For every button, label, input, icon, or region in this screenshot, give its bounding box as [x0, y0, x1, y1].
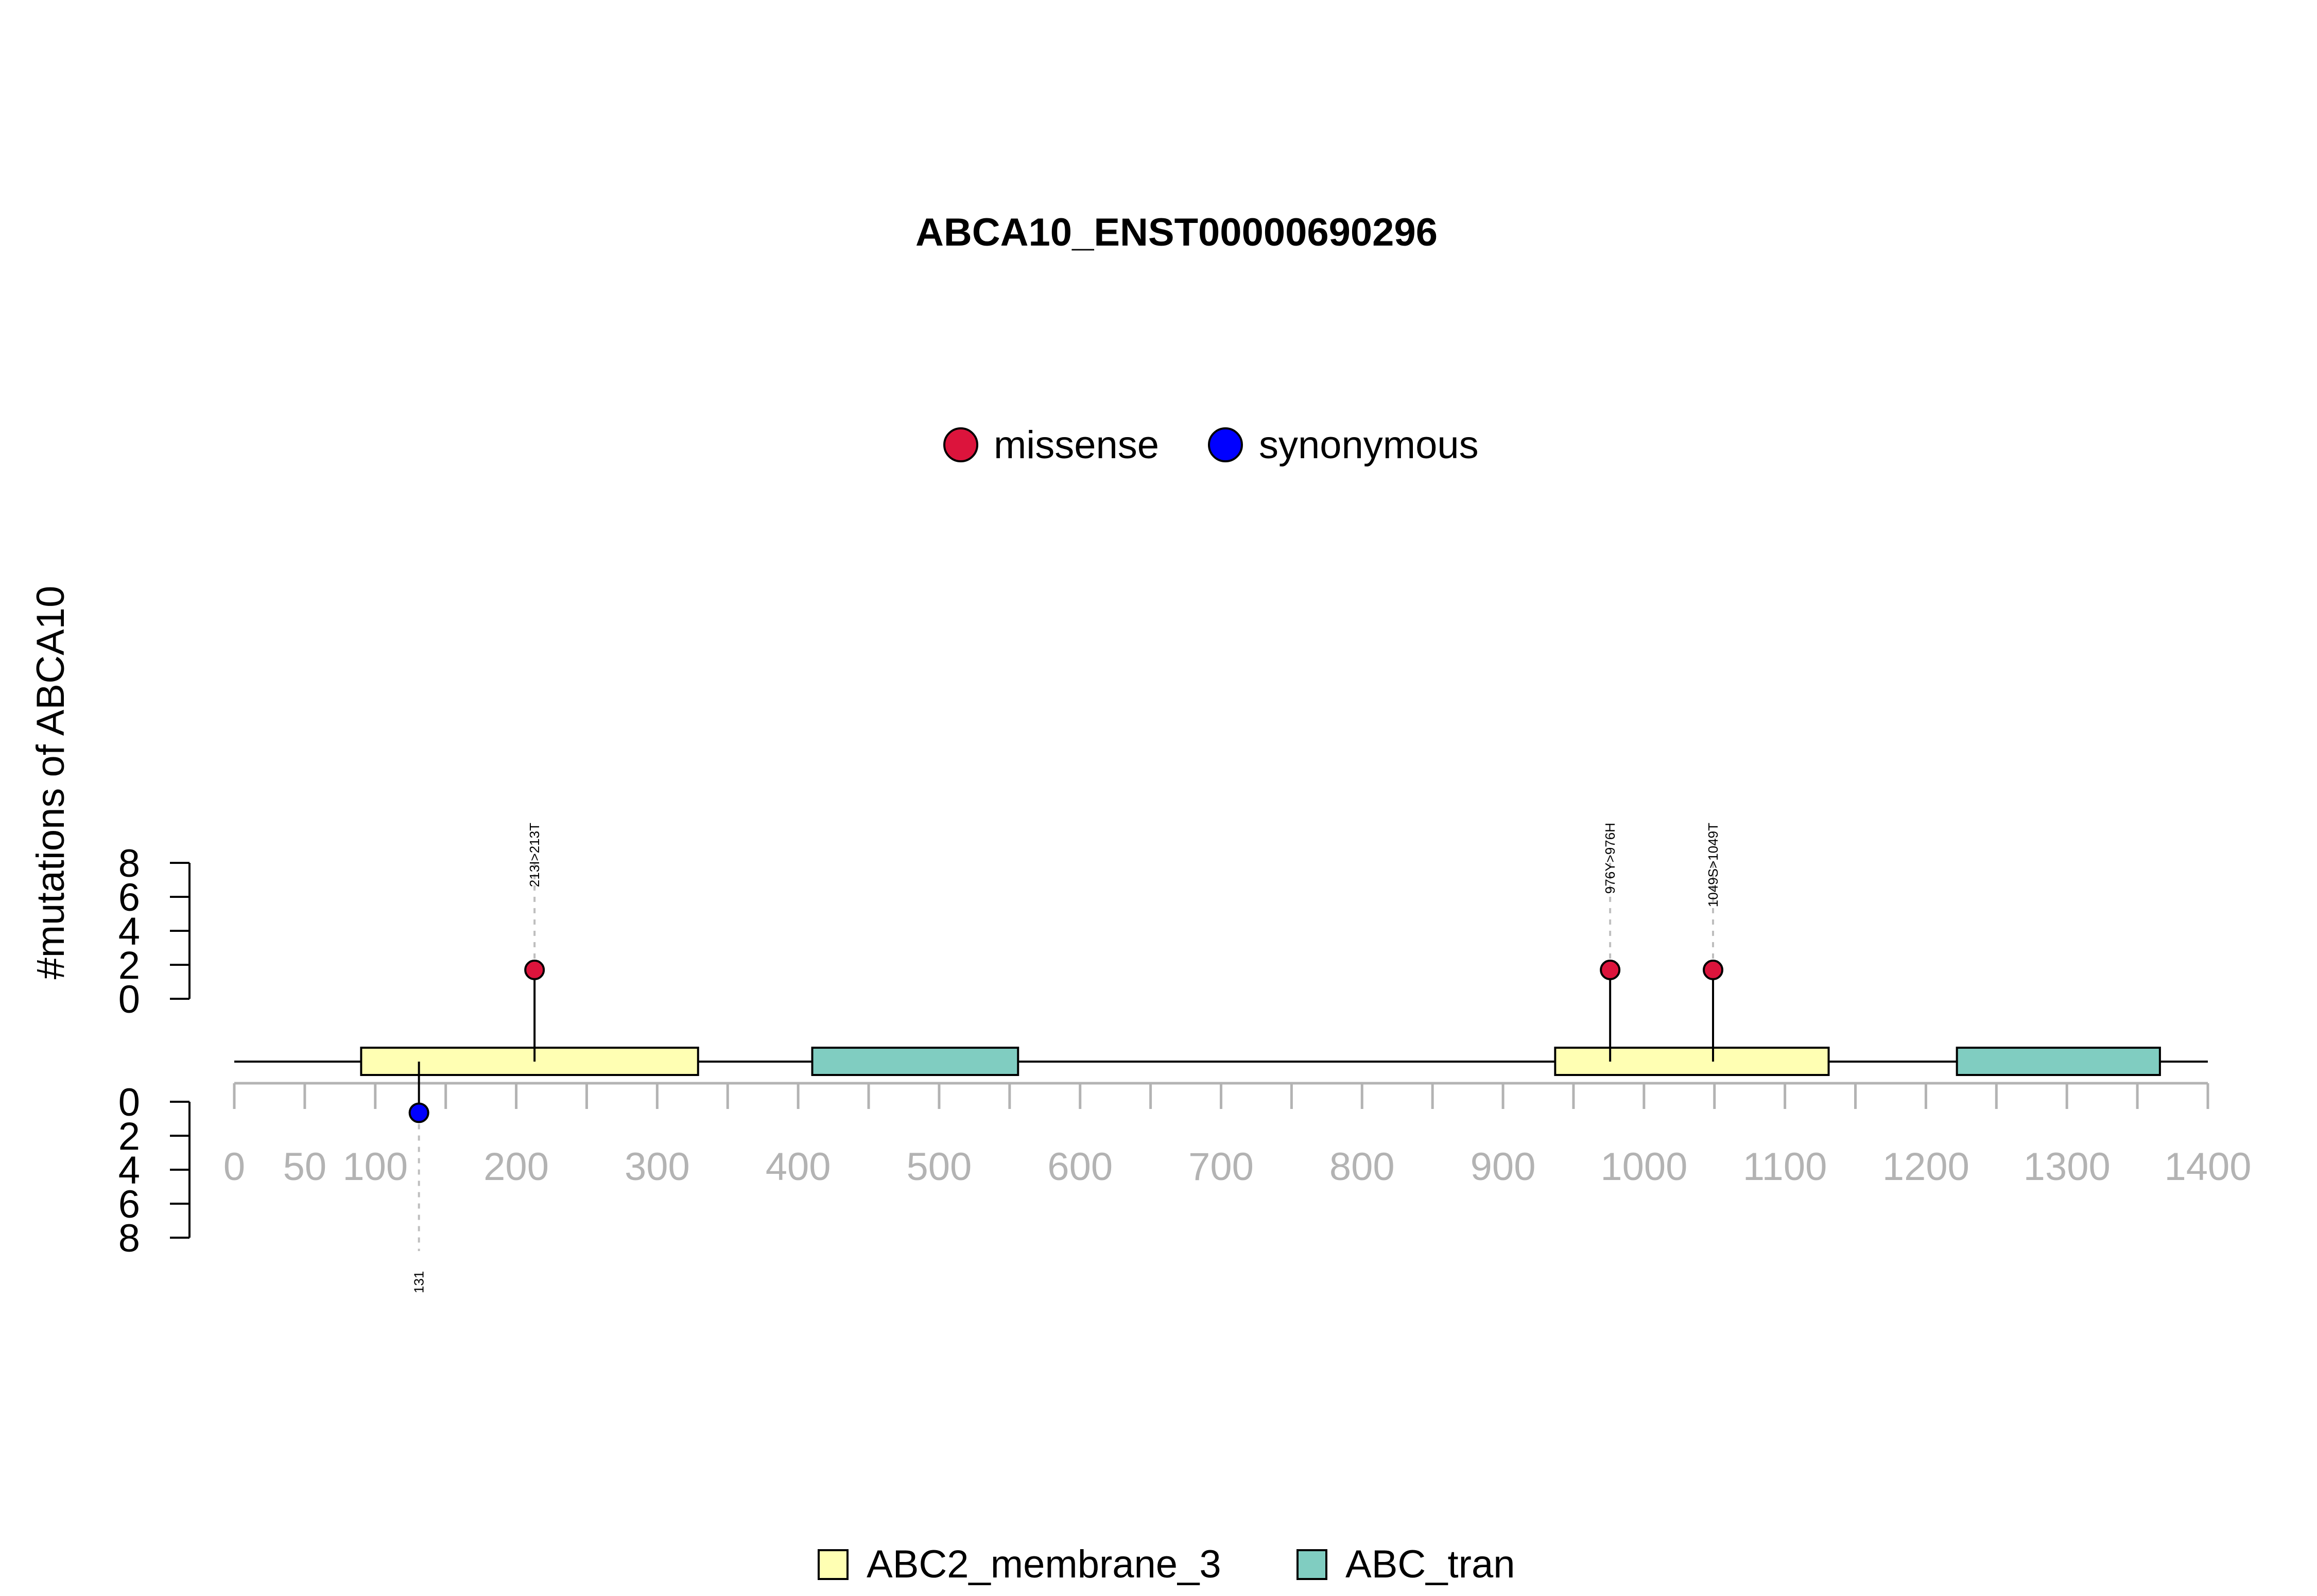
- x-tick-label: 300: [625, 1145, 690, 1189]
- protein-domains: [360, 1047, 2161, 1076]
- y-bottom-tick-label: 2: [118, 1115, 140, 1158]
- lollipop-head-missense: [524, 959, 545, 980]
- legend-swatch-ABC2_membrane_3: [818, 1549, 849, 1580]
- lollipops: [408, 959, 1724, 1123]
- lollipop-head-missense: [1703, 959, 1724, 980]
- x-tick-label: 50: [283, 1145, 327, 1189]
- x-tick-label: 1400: [2164, 1145, 2251, 1189]
- domain-ABC_tran: [811, 1047, 1019, 1076]
- lollipop-guides: [418, 860, 1715, 1251]
- legend-label-missense: missense: [994, 423, 1159, 467]
- x-axis: 0 50 100 200 300 400 500 600 700 800 900 1000 1100 12…: [223, 1082, 2252, 1189]
- y-bottom-tick-label: 8: [118, 1217, 140, 1260]
- y-top-tick-label: 8: [118, 842, 140, 886]
- y-bottom-tick-label: 6: [118, 1183, 140, 1226]
- y-top-tick-label: 4: [118, 910, 140, 953]
- x-tick-label: 900: [1471, 1145, 1536, 1189]
- legend-marker-missense: [943, 427, 978, 462]
- x-tick-label: 1300: [2024, 1145, 2111, 1189]
- domain-ABC_tran: [1956, 1047, 2161, 1076]
- mutation-labels: 213I>213T 976Y>976H 1049S>1049T 131: [411, 823, 1721, 1293]
- domain-legend: ABC2_membrane_3 ABC_tran: [818, 1542, 1515, 1586]
- x-tick-label: 600: [1047, 1145, 1113, 1189]
- mutation-legend: missense synonymous: [943, 423, 1479, 467]
- mutation-label: 976Y>976H: [1602, 823, 1618, 894]
- mutation-label: 1049S>1049T: [1705, 823, 1721, 907]
- x-tick-label: 1200: [1882, 1145, 1969, 1189]
- lollipop-head-missense: [1600, 959, 1621, 980]
- x-tick-label: 0: [223, 1145, 245, 1189]
- y-top-tick-label: 0: [118, 978, 140, 1021]
- lollipop-head-synonymous: [408, 1102, 429, 1123]
- y-top-tick-label: 2: [118, 944, 140, 987]
- x-tick-label: 1000: [1600, 1145, 1687, 1189]
- x-tick-label: 200: [483, 1145, 549, 1189]
- x-tick-label: 400: [766, 1145, 831, 1189]
- chart-title: ABCA10_ENST00000690296: [915, 211, 1438, 254]
- y-bottom-tick-label: 4: [118, 1149, 140, 1192]
- legend-swatch-ABC_tran: [1296, 1549, 1327, 1580]
- x-tick-label: 1100: [1743, 1145, 1827, 1189]
- legend-label-ABC2_membrane_3: ABC2_membrane_3: [867, 1542, 1221, 1586]
- mutation-label: 131: [411, 1271, 427, 1293]
- legend-label-synonymous: synonymous: [1259, 423, 1479, 467]
- y-top-tick-label: 6: [118, 876, 140, 920]
- x-tick-label: 700: [1188, 1145, 1254, 1189]
- x-tick-label: 500: [907, 1145, 972, 1189]
- domain-ABC2_membrane_3: [1554, 1047, 1830, 1076]
- x-tick-label: 100: [342, 1145, 408, 1189]
- legend-marker-synonymous: [1208, 427, 1243, 462]
- legend-label-ABC_tran: ABC_tran: [1345, 1542, 1515, 1586]
- domain-ABC2_membrane_3: [360, 1047, 699, 1076]
- y-axis-label: #mutations of ABCA10: [29, 586, 73, 980]
- x-tick-label: 800: [1329, 1145, 1395, 1189]
- mutation-label: 213I>213T: [527, 823, 542, 887]
- y-bottom-tick-label: 0: [118, 1081, 140, 1124]
